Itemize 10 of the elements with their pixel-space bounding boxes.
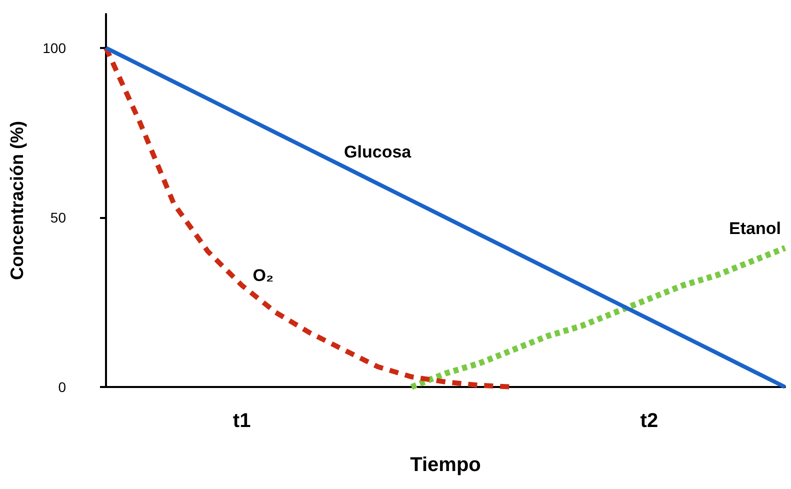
x-tick-label: t2 xyxy=(640,410,658,432)
y-tick-label: 50 xyxy=(50,209,66,226)
y-tick-label: 0 xyxy=(58,379,66,395)
y-tick-label: 100 xyxy=(42,40,66,56)
series-label: O₂ xyxy=(252,266,274,285)
x-tick-label: t1 xyxy=(232,410,251,432)
y-axis-title: Concentración (%) xyxy=(7,120,27,280)
series-label: Etanol xyxy=(729,218,781,238)
series-label: Glucosa xyxy=(344,142,412,162)
x-axis-title: Tiempo xyxy=(410,454,481,476)
